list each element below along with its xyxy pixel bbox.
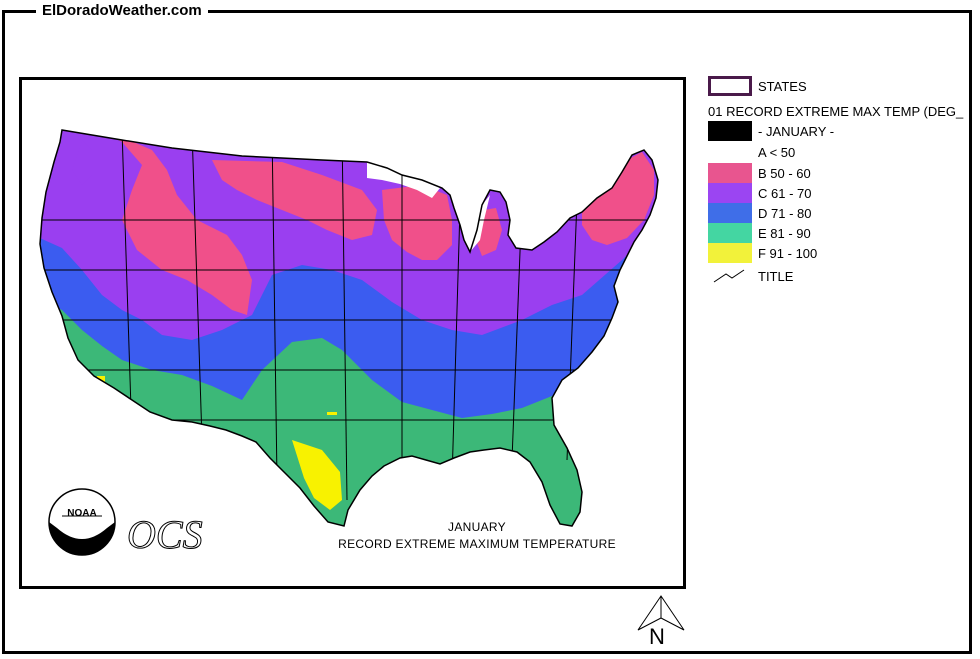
us-outline	[39, 129, 659, 527]
map-caption-title: RECORD EXTREME MAXIMUM TEMPERATURE	[338, 537, 616, 551]
legend-class-e: E 81 - 90	[706, 223, 980, 243]
legend-title-label: TITLE	[758, 269, 794, 284]
legend-layer-title: 01 RECORD EXTREME MAX TEMP (DEG_	[708, 104, 964, 119]
legend-class-c: C 61 - 70	[706, 183, 980, 203]
ocs-logo-text: OCS	[127, 512, 203, 557]
class-d-swatch	[708, 203, 752, 223]
legend-class-d: D 71 - 80	[706, 203, 980, 223]
class-e-swatch	[708, 223, 752, 243]
outer-frame	[2, 10, 972, 654]
north-arrow-label: N	[649, 624, 665, 649]
legend-class-a-label: A < 50	[758, 145, 796, 160]
legend-title-row: TITLE	[706, 266, 980, 286]
legend-class-b: B 50 - 60	[706, 163, 980, 183]
line-icon	[713, 269, 745, 283]
legend-class-f: F 91 - 100	[706, 243, 980, 263]
legend-class-a: A < 50	[706, 142, 980, 162]
north-arrow-icon	[637, 595, 685, 631]
month-swatch	[708, 121, 752, 141]
legend-class-d-label: D 71 - 80	[758, 206, 812, 221]
map-frame: NOAA OCS JANUARY RECORD EXTREME MAXIMUM …	[19, 77, 686, 589]
legend-states-row: STATES	[706, 76, 980, 96]
legend-class-c-label: C 61 - 70	[758, 186, 812, 201]
legend-month-row: - JANUARY -	[706, 121, 980, 141]
class-c-swatch	[708, 183, 752, 203]
legend-month-label: - JANUARY -	[758, 124, 835, 139]
states-swatch	[708, 76, 752, 96]
noaa-logo-text: NOAA	[67, 508, 96, 519]
us-temperature-map: NOAA OCS	[39, 129, 659, 558]
legend-class-b-label: B 50 - 60	[758, 166, 811, 181]
site-title[interactable]: ElDoradoWeather.com	[36, 2, 208, 19]
legend-states-label: STATES	[758, 79, 807, 94]
class-b-swatch	[708, 163, 752, 183]
class-f-swatch	[708, 243, 752, 263]
legend-class-f-label: F 91 - 100	[758, 246, 818, 261]
class-a-swatch	[708, 142, 752, 162]
map-caption-month: JANUARY	[448, 520, 506, 534]
legend-class-e-label: E 81 - 90	[758, 226, 811, 241]
noaa-logo: NOAA	[48, 488, 116, 556]
